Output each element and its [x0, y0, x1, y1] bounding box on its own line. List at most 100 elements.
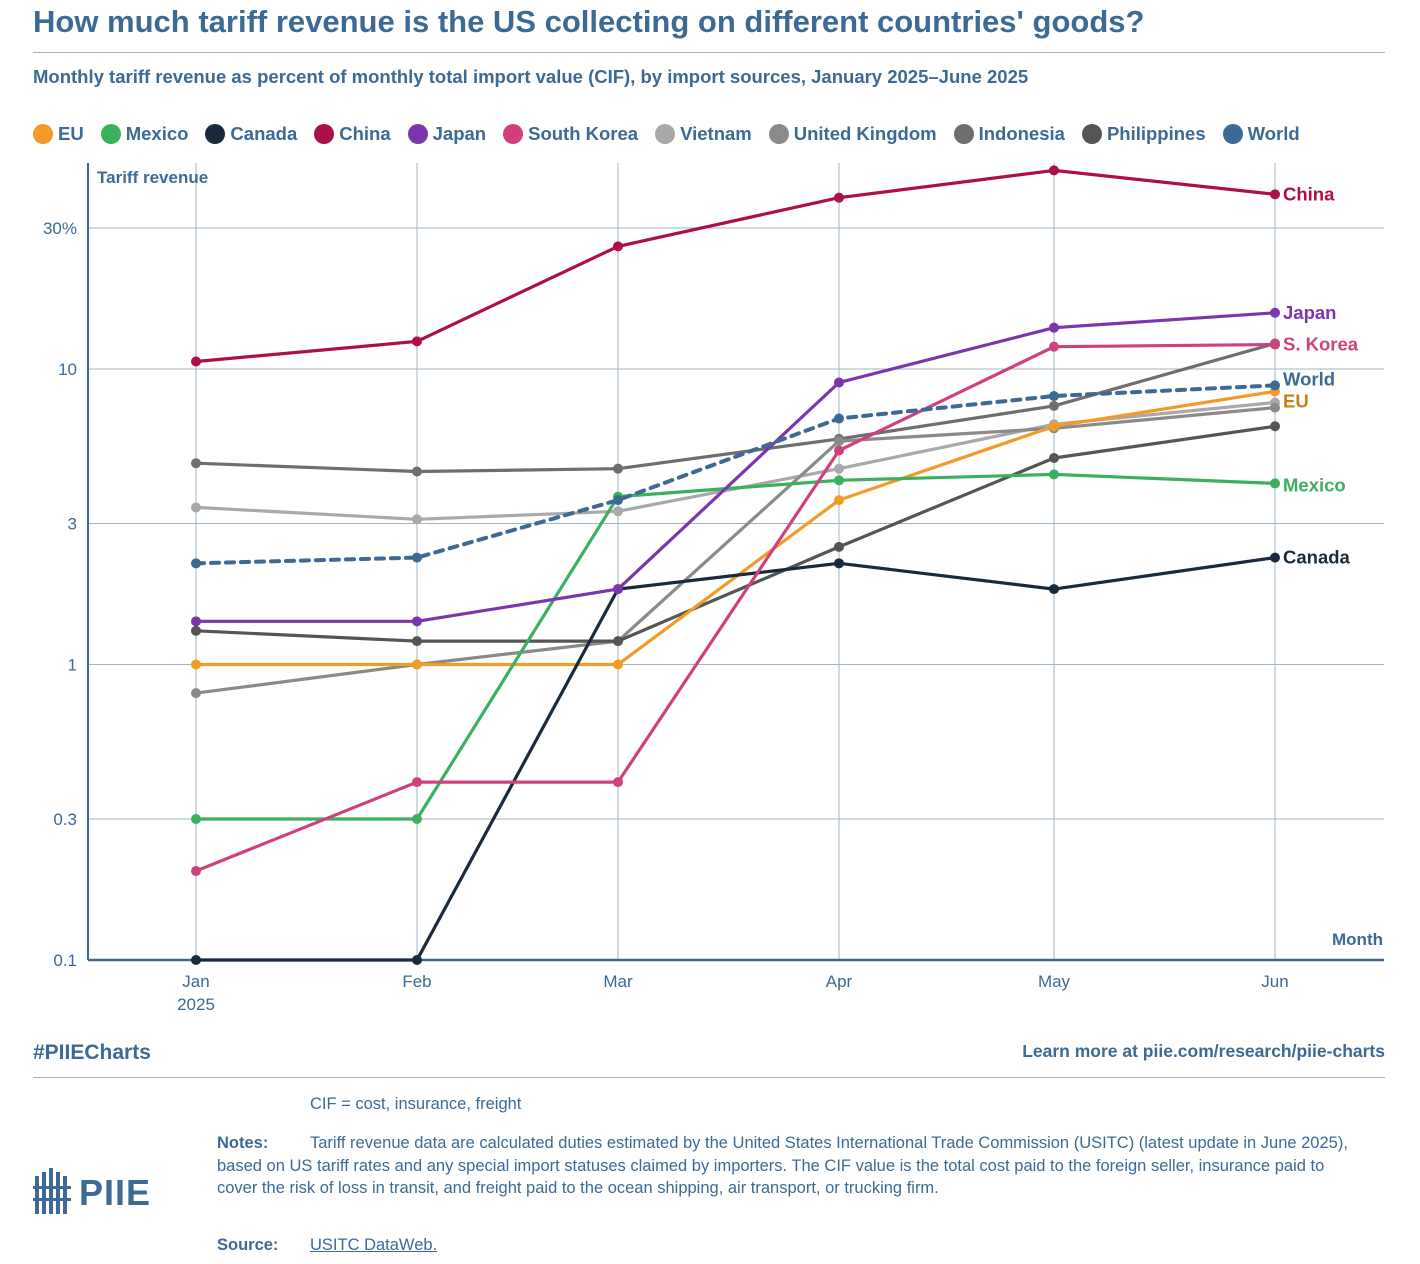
series-end-label: World: [1283, 368, 1335, 389]
legend-swatch: [1222, 124, 1243, 144]
data-point: [613, 506, 623, 517]
series-line-philippines: [194, 424, 1277, 643]
chart-subtitle: Monthly tariff revenue as percent of mon…: [33, 66, 1029, 87]
y-tick-label: 10: [58, 360, 77, 379]
legend-item-vietnam: Vietnam: [655, 123, 752, 145]
legend-swatch: [503, 124, 524, 144]
data-point: [834, 475, 844, 486]
legend-item-indonesia: Indonesia: [953, 123, 1065, 145]
legend-label: EU: [58, 123, 84, 144]
data-point: [1049, 469, 1059, 480]
data-point: [613, 659, 623, 670]
y-tick-label: 0.3: [53, 810, 77, 829]
piie-logo: PIIE: [33, 1168, 151, 1218]
y-tick-label: 1: [68, 656, 77, 675]
data-point: [1270, 552, 1280, 563]
data-point: [412, 955, 422, 965]
x-tick-label: May: [1038, 972, 1071, 991]
legend-item-eu: EU: [33, 123, 84, 145]
data-point: [1270, 189, 1280, 200]
legend-label: Vietnam: [680, 123, 752, 144]
legend-label: World: [1247, 123, 1300, 144]
series-line-indonesia: [194, 341, 1277, 474]
legend-item-philippines: Philippines: [1081, 123, 1206, 145]
data-point: [834, 413, 844, 424]
data-point: [613, 495, 623, 506]
building-icon: [33, 1168, 71, 1214]
x-tick-label: Feb: [402, 972, 431, 991]
data-point: [1270, 339, 1280, 350]
data-point: [1049, 341, 1059, 352]
legend-label: Indonesia: [978, 123, 1065, 144]
data-point: [1270, 307, 1280, 318]
y-axis-title: Tariff revenue: [97, 168, 208, 187]
data-point: [191, 458, 201, 469]
data-point: [412, 659, 422, 670]
data-point: [1049, 165, 1059, 176]
x-axis-title: Month: [1332, 930, 1383, 949]
data-point: [412, 777, 422, 788]
series-end-label: S. Korea: [1283, 334, 1359, 355]
data-point: [834, 377, 844, 388]
data-point: [412, 636, 422, 647]
legend-item-united-kingdom: United Kingdom: [768, 123, 937, 145]
source-label: Source:: [217, 1236, 279, 1254]
legend-item-south-korea: South Korea: [503, 123, 638, 145]
legend-swatch: [314, 124, 335, 144]
legend-label: Japan: [432, 123, 487, 144]
footer-divider: [33, 1077, 1385, 1078]
data-point: [834, 192, 844, 203]
y-tick-label: 3: [68, 515, 77, 534]
data-point: [1049, 322, 1059, 333]
data-point: [834, 445, 844, 456]
x-tick-label: Jan: [182, 972, 209, 991]
series-line-vietnam: [194, 400, 1277, 521]
hashtag: #PIIECharts: [33, 1041, 151, 1064]
data-point: [191, 356, 201, 367]
notes-text: Tariff revenue data are calculated dutie…: [217, 1134, 1348, 1197]
source-link[interactable]: USITC DataWeb.: [310, 1236, 438, 1254]
data-point: [613, 777, 623, 788]
data-point: [834, 495, 844, 506]
series-line-japan: [194, 311, 1277, 623]
data-point: [191, 955, 201, 965]
data-point: [412, 616, 422, 627]
data-point: [613, 584, 623, 595]
data-point: [1270, 421, 1280, 432]
data-point: [613, 463, 623, 474]
data-point: [834, 463, 844, 474]
legend: EU Mexico Canada China Japan South Korea Vietn…: [33, 121, 1393, 147]
data-point: [1049, 584, 1059, 595]
data-point: [1270, 478, 1280, 489]
data-point: [191, 558, 201, 569]
legend-item-japan: Japan: [407, 123, 487, 145]
data-point: [191, 688, 201, 699]
data-point: [191, 502, 201, 513]
learn-more-link[interactable]: Learn more at piie.com/research/piie-cha…: [1022, 1041, 1385, 1061]
data-point: [191, 616, 201, 627]
legend-item-china: China: [314, 123, 391, 145]
data-point: [834, 436, 844, 447]
x-tick-label: Jun: [1261, 972, 1288, 991]
data-point: [834, 558, 844, 569]
series-line-mexico: [194, 472, 1277, 821]
series-line-world: [194, 383, 1277, 566]
legend-label: United Kingdom: [793, 123, 937, 144]
data-point: [613, 241, 623, 252]
data-point: [613, 636, 623, 647]
notes-label: Notes:: [217, 1134, 269, 1152]
legend-swatch: [768, 124, 789, 144]
data-point: [1049, 421, 1059, 432]
data-point: [191, 625, 201, 636]
legend-swatch: [205, 124, 226, 144]
legend-swatch: [1081, 124, 1102, 144]
chart-title: How much tariff revenue is the US collec…: [33, 4, 1145, 39]
data-point: [412, 552, 422, 563]
x-tick-label: Apr: [826, 972, 853, 991]
series-line-canada: [194, 556, 1277, 962]
series-end-label: China: [1283, 183, 1335, 204]
x-tick-label: Mar: [603, 972, 633, 991]
legend-label: Mexico: [125, 123, 189, 144]
data-point: [1270, 380, 1280, 391]
series-line-china: [194, 168, 1277, 364]
